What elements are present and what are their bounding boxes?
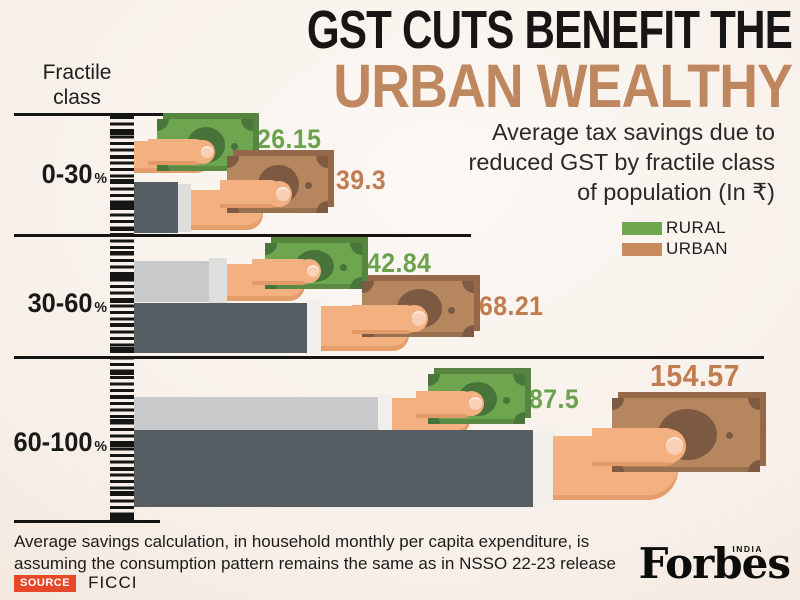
fingertip [266, 181, 292, 207]
subtitle-line-1: Average tax savings due to [491, 119, 775, 145]
banknote-corner [362, 281, 374, 293]
banknote-dot [725, 432, 733, 440]
category-label-60-100: 60-100% [8, 427, 107, 458]
banknote-corner [513, 412, 525, 424]
bar-rural-30-60-sleeve [134, 261, 209, 302]
banknote-corner [462, 325, 474, 337]
banknote-dot [339, 264, 347, 272]
bar-urban-30-60-sleeve [134, 303, 307, 353]
percent-sign: % [94, 438, 107, 455]
banknote-corner [316, 156, 328, 168]
subtitle-line-2: reduced GST by fractile class [468, 149, 776, 175]
footnote-line-2: assuming the consumption pattern remains… [14, 553, 616, 573]
value-rural-30-60: 42.84 [367, 248, 432, 278]
banknote-dot [230, 142, 238, 150]
banknote-corner [612, 398, 624, 410]
category-text: 0-30 [41, 159, 93, 189]
fingertip [459, 391, 484, 416]
forbes-wordmark: Forbes [638, 539, 791, 588]
percent-sign: % [94, 170, 107, 187]
source-name: FICCI [88, 573, 138, 592]
legend-swatch-rural [622, 221, 662, 235]
legend-item-urban: URBAN [622, 239, 729, 258]
fingertip [297, 259, 321, 283]
shirt-cuff [178, 184, 191, 232]
fingertip [401, 305, 428, 332]
shirt-cuff [533, 431, 555, 505]
axis-title-line-2: class [53, 86, 101, 109]
banknote-corner [316, 201, 328, 213]
fingernail [200, 145, 214, 159]
fingernail [411, 311, 426, 326]
divider-header [14, 113, 252, 116]
axis-baseline-barcode [110, 116, 134, 522]
fingertip [191, 140, 215, 164]
category-label-30-60: 30-60% [8, 288, 107, 319]
value-rural-60-100: 87.5 [529, 384, 580, 414]
banknote-corner [241, 119, 253, 131]
source-row: SOURCE FICCI [14, 573, 137, 593]
legend-item-rural: RURAL [622, 218, 728, 237]
divider-group-1 [14, 234, 471, 237]
footnote-line-1: Average savings calculation, in househol… [14, 532, 590, 551]
shirt-cuff [209, 258, 227, 303]
value-urban-0-30: 39.3 [336, 165, 387, 195]
value-rural-0-30: 26.15 [257, 124, 322, 154]
chart-subtitle: Average tax savings due to reduced GST b… [469, 117, 776, 207]
fingernail [469, 397, 482, 410]
forbes-india-label: INDIA [732, 544, 763, 554]
category-label-0-30: 0-30% [8, 159, 107, 190]
banknote-corner [265, 243, 277, 255]
bar-urban-60-100-sleeve [134, 430, 533, 507]
category-text: 30-60 [27, 288, 93, 318]
title-line-1: GST CUTS BENEFIT THE [306, 0, 793, 60]
fingernail [306, 264, 320, 278]
axis-title: Fractile class [22, 60, 132, 110]
legend: RURAL URBAN [622, 218, 729, 262]
banknote-corner [428, 374, 440, 386]
category-text: 60-100 [13, 427, 93, 457]
banknote-dot [502, 397, 510, 404]
forbes-logo: INDIA Forbes [638, 539, 791, 592]
banknote-corner [462, 281, 474, 293]
shirt-cuff [378, 394, 392, 435]
legend-swatch-urban [622, 242, 662, 256]
percent-sign: % [94, 299, 107, 316]
banknote-corner [748, 398, 760, 410]
banknote-corner [350, 277, 362, 289]
fingernail [665, 437, 684, 455]
banknote-corner [157, 119, 169, 131]
banknote-dot [448, 306, 456, 314]
legend-label-rural: RURAL [666, 218, 727, 237]
title-line-2: URBAN WEALTHY [333, 52, 793, 120]
footnote: Average savings calculation, in househol… [14, 531, 616, 574]
fingernail [276, 187, 290, 201]
subtitle-line-3: of population (In ₹) [577, 179, 775, 205]
value-urban-30-60: 68.21 [479, 291, 544, 321]
page-title: GST CUTS BENEFIT THE URBAN WEALTHY [170, 0, 793, 120]
divider-group-2 [14, 356, 764, 359]
banknote-corner [748, 460, 760, 472]
source-badge: SOURCE [14, 574, 77, 592]
banknote-corner [350, 243, 362, 255]
divider-group-3 [14, 520, 160, 523]
fingertip [652, 429, 686, 463]
value-urban-60-100: 154.57 [650, 358, 741, 393]
bar-urban-0-30-sleeve [134, 182, 178, 233]
banknote-corner [227, 156, 239, 168]
banknote-corner [513, 374, 525, 386]
legend-label-urban: URBAN [666, 239, 729, 258]
banknote-dot [304, 182, 312, 190]
shirt-cuff [307, 300, 321, 354]
axis-title-line-1: Fractile [42, 61, 112, 84]
bar-rural-60-100-sleeve [134, 397, 378, 433]
